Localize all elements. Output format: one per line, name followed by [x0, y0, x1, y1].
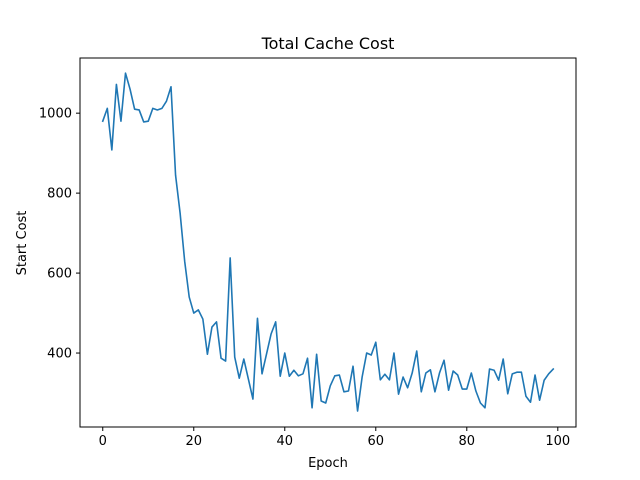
x-tick-label: 100 [545, 434, 570, 449]
tick-group: 0 20 40 60 80 100 400 600 800 1000 [39, 107, 570, 449]
y-tick-label: 600 [47, 267, 72, 282]
y-tick-label: 1000 [39, 107, 72, 122]
chart-title: Total Cache Cost [261, 34, 395, 53]
x-tick-label: 0 [99, 434, 107, 449]
x-tick-label: 60 [368, 434, 385, 449]
x-axis-label: Epoch [308, 456, 348, 471]
y-tick-label: 800 [47, 187, 72, 202]
y-axis-label: Start Cost [15, 211, 30, 276]
x-tick-label: 80 [459, 434, 476, 449]
x-tick-label: 40 [276, 434, 293, 449]
series-line [101, 72, 555, 412]
plot-frame [79, 57, 577, 428]
x-tick-label: 20 [185, 434, 202, 449]
series-group [101, 72, 555, 412]
y-tick-label: 400 [47, 347, 72, 362]
